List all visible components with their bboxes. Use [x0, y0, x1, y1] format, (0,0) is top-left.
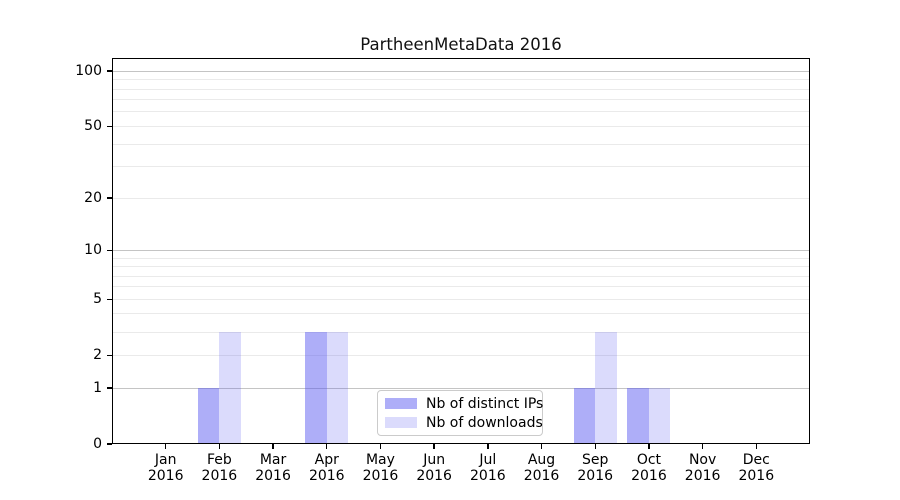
x-tick-label: Oct 2016	[631, 452, 667, 484]
x-tick	[648, 444, 650, 449]
y-tick-label: 2	[93, 347, 102, 364]
x-tick	[540, 444, 543, 449]
x-tick	[164, 444, 167, 449]
x-tick	[594, 444, 596, 449]
x-tick	[218, 444, 221, 449]
gridline-minor	[112, 313, 810, 315]
x-tick-label: Nov 2016	[684, 452, 721, 484]
x-tick-label: Aug 2016	[523, 452, 560, 484]
gridline-minor	[112, 166, 810, 168]
y-tick	[107, 249, 112, 251]
gridline-minor	[112, 111, 810, 113]
chart-title: PartheenMetaData 2016	[360, 35, 562, 54]
x-tick	[379, 444, 382, 449]
y-tick-label: 100	[75, 63, 102, 80]
bar-distinct-ips-apr	[305, 332, 327, 444]
x-tick-label: Feb 2016	[201, 452, 238, 484]
x-tick	[433, 444, 435, 449]
bar-downloads-feb	[219, 332, 241, 444]
gridline-minor	[112, 354, 810, 356]
gridline-minor	[112, 143, 810, 145]
gridline-minor	[112, 257, 810, 259]
y-tick	[107, 197, 112, 199]
y-tick-label: 1	[93, 380, 102, 396]
x-tick-label: Apr 2016	[308, 452, 345, 484]
plot-area: 0 1 2 5 10 20 50 100 Jan 2016 Feb 2016 Mar 2016 Apr…	[75, 58, 810, 483]
y-tick	[107, 125, 112, 128]
y-tick	[107, 387, 112, 389]
legend-swatch-downloads	[385, 417, 417, 428]
bar-downloads-sep	[595, 332, 617, 444]
gridline-minor	[112, 79, 810, 81]
y-tick	[107, 70, 112, 72]
axes-spines	[112, 58, 810, 444]
x-tick-label: Sep 2016	[577, 452, 614, 484]
y-tick-label: 5	[93, 291, 102, 308]
x-tick	[755, 444, 757, 449]
gridline-minor	[112, 275, 810, 277]
y-tick-label: 50	[84, 118, 102, 135]
bar-distinct-ips-oct	[627, 388, 649, 444]
x-tick	[326, 444, 328, 449]
y-tick-label: 10	[84, 242, 102, 259]
legend-label-downloads: Nb of downloads	[426, 414, 543, 431]
x-tick	[701, 444, 704, 449]
gridline-minor	[112, 266, 810, 267]
y-tick	[107, 354, 112, 356]
x-tick-label: Jul 2016	[470, 452, 506, 484]
x-tick	[272, 444, 274, 449]
gridline-major	[112, 70, 810, 72]
x-tick-label: Dec 2016	[738, 452, 775, 484]
gridline-major	[112, 249, 810, 251]
legend-item-distinct-ips: Nb of distinct IPs	[385, 395, 543, 412]
gridline-minor	[112, 197, 810, 199]
gridline-minor	[112, 88, 810, 90]
legend-swatch-distinct-ips	[385, 398, 417, 409]
x-tick-label: Jan 2016	[147, 452, 184, 484]
bar-distinct-ips-sep	[573, 388, 596, 444]
x-tick-label: Mar 2016	[255, 452, 291, 484]
y-tick-label: 0	[93, 436, 102, 452]
legend-item-downloads: Nb of downloads	[385, 414, 543, 431]
x-tick	[487, 444, 489, 449]
bar-distinct-ips-feb	[197, 388, 220, 444]
legend: Nb of distinct IPs Nb of downloads	[377, 390, 543, 436]
gridline-minor	[112, 125, 810, 127]
y-tick	[107, 443, 112, 445]
legend-label-distinct-ips: Nb of distinct IPs	[426, 395, 544, 412]
bar-downloads-apr	[326, 332, 349, 444]
gridline-minor	[112, 286, 810, 288]
y-tick-label: 20	[84, 190, 102, 207]
x-tick-label: Jun 2016	[416, 452, 452, 484]
y-tick	[107, 298, 112, 300]
gridline-minor	[112, 331, 810, 333]
x-tick-label: May 2016	[362, 452, 399, 484]
gridline-minor	[112, 298, 810, 300]
bar-downloads-oct	[648, 388, 671, 444]
gridline-minor	[112, 99, 810, 101]
